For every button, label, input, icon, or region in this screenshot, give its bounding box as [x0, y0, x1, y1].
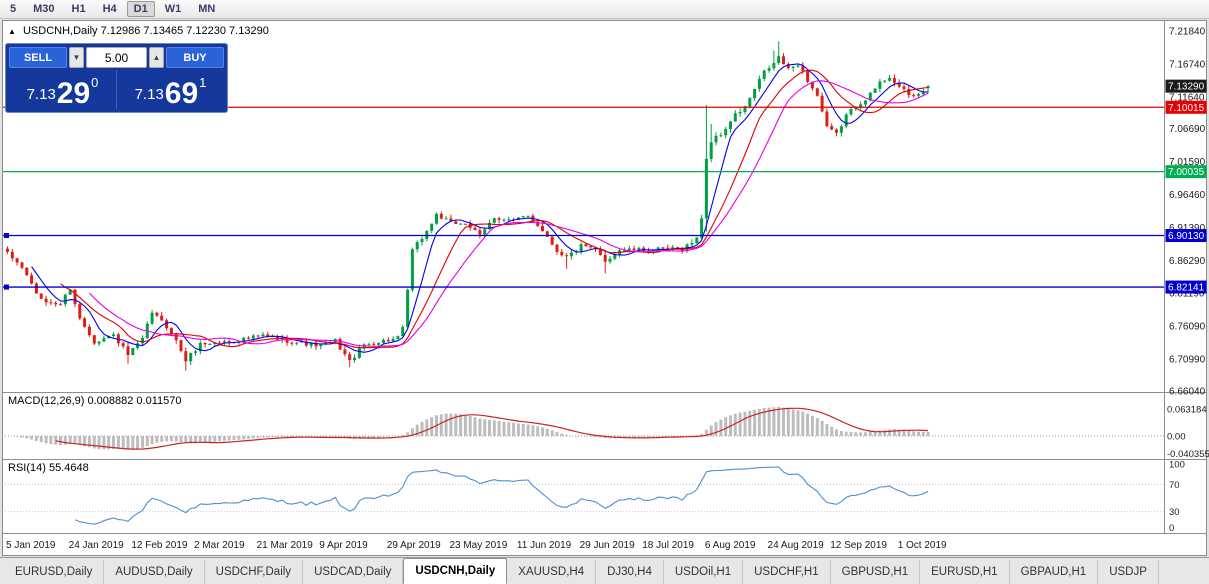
chart-tab[interactable]: EURUSD,Daily [4, 560, 105, 584]
chart-tab-active[interactable]: USDCNH,Daily [403, 558, 508, 584]
date-axis: 5 Jan 2019 24 Jan 2019 12 Feb 2019 2 Mar 20… [6, 540, 947, 551]
svg-text:24 Aug 2019: 24 Aug 2019 [768, 540, 825, 551]
timeframe-button-h4[interactable]: H4 [96, 1, 124, 17]
buy-price-prefix: 7.13 [134, 86, 164, 103]
svg-text:12 Feb 2019: 12 Feb 2019 [131, 540, 188, 551]
svg-text:7.10015: 7.10015 [1168, 103, 1205, 114]
svg-text:24 Jan 2019: 24 Jan 2019 [69, 540, 124, 551]
chart-tab[interactable]: DJ30,H4 [596, 560, 664, 584]
svg-text:12 Sep 2019: 12 Sep 2019 [830, 540, 887, 551]
svg-text:6.91390: 6.91390 [1169, 223, 1206, 234]
svg-text:6.86290: 6.86290 [1169, 256, 1206, 267]
svg-text:30: 30 [1169, 507, 1180, 518]
svg-text:6.96460: 6.96460 [1169, 190, 1206, 201]
chart-tabs-bar: EURUSD,Daily AUDUSD,Daily USDCHF,Daily U… [0, 557, 1209, 584]
svg-text:29 Jun 2019: 29 Jun 2019 [580, 540, 635, 551]
svg-text:7.16740: 7.16740 [1169, 59, 1206, 70]
chart-tab[interactable]: USDOil,H1 [664, 560, 744, 584]
svg-text:18 Jul 2019: 18 Jul 2019 [642, 540, 694, 551]
chart-tab[interactable]: XAUUSD,H4 [507, 560, 597, 584]
line-handle[interactable] [4, 284, 9, 290]
collapse-trade-panel-icon[interactable]: ▲ [8, 27, 16, 36]
svg-text:11 Jun 2019: 11 Jun 2019 [517, 540, 572, 551]
timeframe-button-w1[interactable]: W1 [158, 1, 189, 17]
svg-text:9 Apr 2019: 9 Apr 2019 [319, 540, 368, 551]
svg-text:1 Oct 2019: 1 Oct 2019 [898, 540, 947, 551]
timeframe-button-m30[interactable]: M30 [26, 1, 61, 17]
chart-tab[interactable]: AUDUSD,Daily [104, 560, 205, 584]
rsi-indicator [2, 466, 1164, 525]
moving-averages [31, 63, 929, 353]
quote-prices-row: 7.13 29 0 7.13 69 1 [9, 70, 224, 109]
svg-text:6.90130: 6.90130 [1168, 231, 1205, 242]
chart-tab[interactable]: GBPAUD,H1 [1010, 560, 1099, 584]
chart-tab[interactable]: GBPUSD,H1 [831, 560, 921, 584]
svg-text:6.82141: 6.82141 [1168, 283, 1205, 294]
svg-text:6 Aug 2019: 6 Aug 2019 [705, 540, 756, 551]
price-tag [1165, 165, 1207, 179]
svg-text:29 Apr 2019: 29 Apr 2019 [387, 540, 441, 551]
svg-text:0.00: 0.00 [1167, 432, 1186, 443]
svg-text:100: 100 [1169, 460, 1185, 471]
svg-text:5 Jan 2019: 5 Jan 2019 [6, 540, 56, 551]
line-handle[interactable] [4, 233, 9, 239]
timeframe-button-m5[interactable]: 5 [3, 1, 23, 17]
one-click-trading-panel: SELL ▼ ▲ BUY 7.13 29 0 7.13 69 1 [5, 43, 228, 113]
svg-text:2 Mar 2019: 2 Mar 2019 [194, 540, 245, 551]
rsi-label: RSI(14) 55.4648 [8, 462, 89, 474]
volume-input[interactable] [86, 47, 147, 68]
svg-text:21 Mar 2019: 21 Mar 2019 [257, 540, 314, 551]
trade-controls-row: SELL ▼ ▲ BUY [9, 47, 224, 68]
sell-price-prefix: 7.13 [26, 86, 56, 103]
svg-text:-0.040355: -0.040355 [1167, 449, 1209, 460]
svg-text:70: 70 [1169, 480, 1180, 491]
svg-text:7.11640: 7.11640 [1169, 92, 1205, 103]
price-axis: 7.21840 7.16740 7.11640 7.06690 7.01590 6.964… [1165, 27, 1207, 397]
sell-price-pipette: 0 [91, 75, 99, 90]
chart-tab[interactable]: EURUSD,H1 [920, 560, 1010, 584]
svg-text:6.76090: 6.76090 [1169, 322, 1206, 333]
timeframe-button-h1[interactable]: H1 [65, 1, 93, 17]
macd-axis: 0.063184 0.00 -0.040355 [1167, 404, 1209, 459]
svg-text:23 May 2019: 23 May 2019 [449, 540, 507, 551]
buy-price-big-digits: 69 [164, 76, 199, 110]
timeframe-button-d1[interactable]: D1 [126, 1, 155, 17]
volume-decrease-button[interactable]: ▼ [69, 47, 84, 68]
rsi-axis: 100 70 30 0 [1169, 460, 1185, 535]
timeframe-toolbar: 5 M30 H1 H4 D1 W1 MN [0, 0, 1209, 19]
svg-text:7.13290: 7.13290 [1168, 82, 1205, 93]
svg-text:7.06690: 7.06690 [1169, 124, 1206, 135]
volume-increase-button[interactable]: ▲ [149, 47, 164, 68]
timeframe-button-mn[interactable]: MN [191, 1, 222, 17]
svg-text:7.01590: 7.01590 [1169, 157, 1206, 168]
svg-text:7.00035: 7.00035 [1168, 167, 1205, 178]
macd-indicator [2, 407, 1164, 450]
sell-price-display[interactable]: 7.13 29 0 [9, 70, 117, 109]
price-tag [1165, 280, 1207, 294]
horizontal-level-lines[interactable] [2, 106, 1164, 290]
buy-price-pipette: 1 [199, 75, 207, 90]
price-tag [1165, 229, 1207, 243]
chart-tab[interactable]: USDJP [1098, 560, 1159, 584]
svg-text:0: 0 [1169, 523, 1174, 534]
svg-text:6.70990: 6.70990 [1169, 354, 1206, 365]
buy-button[interactable]: BUY [166, 47, 224, 68]
svg-text:6.81190: 6.81190 [1169, 289, 1205, 300]
chart-title: ▲ USDCNH,Daily 7.12986 7.13465 7.12230 7… [8, 25, 269, 37]
price-tag [1165, 100, 1207, 114]
sell-button[interactable]: SELL [9, 47, 67, 68]
macd-label: MACD(12,26,9) 0.008882 0.011570 [8, 395, 182, 407]
buy-price-display[interactable]: 7.13 69 1 [117, 70, 224, 109]
chart-tab[interactable]: USDCHF,Daily [205, 560, 304, 584]
chart-tab[interactable]: USDCAD,Daily [303, 560, 404, 584]
chart-tab[interactable]: USDCHF,H1 [743, 560, 831, 584]
chart-title-text: USDCNH,Daily 7.12986 7.13465 7.12230 7.1… [22, 25, 269, 37]
svg-text:0.063184: 0.063184 [1167, 404, 1207, 415]
svg-text:6.66040: 6.66040 [1169, 386, 1206, 397]
price-tag [1165, 79, 1207, 93]
svg-text:7.21840: 7.21840 [1169, 27, 1206, 38]
sell-price-big-digits: 29 [56, 76, 91, 110]
